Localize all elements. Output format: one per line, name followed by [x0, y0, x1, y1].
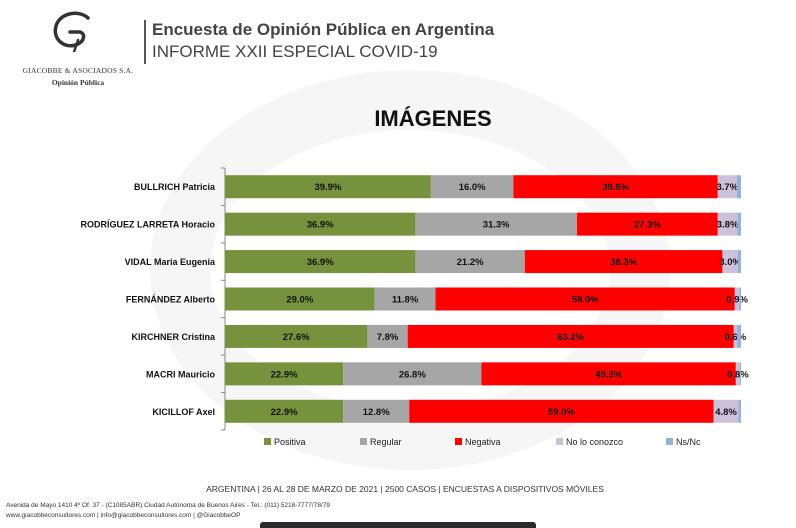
chart-title: IMÁGENES	[374, 106, 492, 131]
bar-segment-no-lo-conozco	[735, 362, 740, 386]
bar-segment-no-lo-conozco	[734, 287, 740, 311]
legend-swatch	[455, 438, 462, 445]
bar-segment-positiva	[225, 399, 344, 423]
data-label: 3.7%	[716, 182, 738, 193]
bar-segment-ns-nc	[736, 175, 741, 199]
survey-info: ARGENTINA | 26 AL 28 DE MARZO DE 2021 | …	[206, 484, 604, 494]
bar-segment-ns-nc	[737, 212, 741, 236]
bar-segment-no-lo-conozco	[713, 399, 739, 423]
data-label: 12.8%	[363, 407, 390, 418]
data-label: 27.6%	[283, 332, 310, 343]
data-label: 39.9%	[314, 182, 341, 193]
category-label: BULLRICH Patricia	[134, 182, 216, 192]
data-label: 39.6%	[602, 182, 629, 193]
data-label: 3.8%	[717, 220, 739, 231]
legend-label: Positiva	[274, 437, 306, 447]
data-label: 3.0%	[719, 257, 741, 268]
data-label: 26.8%	[399, 369, 426, 380]
legend-swatch	[556, 438, 563, 445]
bar-segment-negativa	[524, 250, 723, 274]
bar-segment-ns-nc	[737, 250, 741, 274]
bar-segment-no-lo-conozco	[733, 324, 737, 348]
bar-segment-ns-nc	[738, 399, 741, 423]
bar-segment-negativa	[576, 212, 718, 236]
data-label: 22.9%	[271, 369, 298, 380]
bar-segment-regular	[367, 324, 408, 348]
bottom-overlay-bar	[260, 522, 536, 528]
report-title: Encuesta de Opinión Pública en Argentina	[152, 20, 495, 39]
data-label: 29.0%	[286, 295, 313, 306]
data-label: 31.3%	[483, 220, 510, 231]
data-label: 0.6%	[724, 332, 746, 343]
report-subtitle: INFORME XXII ESPECIAL COVID-19	[152, 42, 438, 61]
category-label: RODRÍGUEZ LARRETA Horacio	[80, 220, 215, 230]
bar-segment-negativa	[407, 324, 734, 348]
logo-company-name: GIACOBBE & ASOCIADOS S.A.	[22, 66, 134, 75]
bar-segment-negativa	[513, 175, 718, 199]
data-label: 22.9%	[271, 407, 298, 418]
data-label: 59.0%	[548, 407, 575, 418]
data-label: 0.8%	[727, 369, 749, 380]
company-logo: GIACOBBE & ASOCIADOS S.A. Opinión Públic…	[14, 10, 134, 90]
bar-segment-positiva	[225, 212, 416, 236]
legend-swatch	[264, 438, 271, 445]
bar-segment-regular	[343, 362, 482, 386]
data-label: 11.8%	[392, 295, 419, 306]
legend-label: Regular	[370, 437, 402, 447]
data-label: 38.3%	[610, 257, 637, 268]
bar-segment-positiva	[225, 362, 344, 386]
bar-segment-no-lo-conozco	[722, 250, 738, 274]
data-label: 49.3%	[595, 369, 622, 380]
category-label: KIRCHNER Cristina	[131, 332, 216, 342]
bar-segment-no-lo-conozco	[717, 175, 737, 199]
bar-segment-regular	[415, 250, 525, 274]
legend-label: No lo conozco	[566, 437, 623, 447]
category-label: MACRI Mauricio	[146, 369, 216, 379]
bar-segment-regular	[374, 287, 436, 311]
bar-segment-positiva	[225, 175, 431, 199]
data-label: 58.0%	[572, 295, 599, 306]
legend-label: Negativa	[465, 437, 501, 447]
legend-label: Ns/Nc	[676, 437, 701, 447]
bar-segment-ns-nc	[736, 324, 741, 348]
bar-segment-regular	[415, 212, 577, 236]
bar-segment-positiva	[225, 287, 375, 311]
category-label: VIDAL María Eugenia	[125, 257, 216, 267]
data-label: 63.2%	[557, 332, 584, 343]
data-label: 7.8%	[377, 332, 399, 343]
bar-segment-regular	[343, 399, 410, 423]
contact-address: Avenida de Mayo 1410 4º Of. 37 - (C1085A…	[6, 502, 330, 509]
data-label: 36.9%	[307, 220, 334, 231]
legend-swatch	[666, 438, 673, 445]
data-label: 4.8%	[715, 407, 737, 418]
category-label: FERNÁNDEZ Alberto	[126, 295, 216, 305]
logo-g-icon	[53, 11, 90, 52]
legend-swatch	[360, 438, 367, 445]
bar-segment-ns-nc	[739, 287, 741, 311]
bar-segment-negativa	[409, 399, 714, 423]
bar-segment-negativa	[435, 287, 735, 311]
bar-segment-regular	[430, 175, 514, 199]
bar-segment-positiva	[225, 250, 416, 274]
data-label: 36.9%	[307, 257, 334, 268]
logo-subtitle: Opinión Pública	[51, 78, 105, 87]
bar-segment-no-lo-conozco	[717, 212, 738, 236]
header-divider	[144, 20, 146, 64]
contact-web: www.giacobbeconsultores.com | info@giaco…	[6, 512, 241, 519]
data-label: 16.0%	[459, 182, 486, 193]
bar-segment-positiva	[225, 324, 368, 348]
data-label: 27.3%	[634, 220, 661, 231]
data-label: 0.9%	[726, 295, 748, 306]
data-label: 21.2%	[457, 257, 484, 268]
bar-segment-ns-nc	[739, 362, 741, 386]
bar-segment-negativa	[481, 362, 736, 386]
category-label: KICILLOF Axel	[152, 407, 215, 417]
